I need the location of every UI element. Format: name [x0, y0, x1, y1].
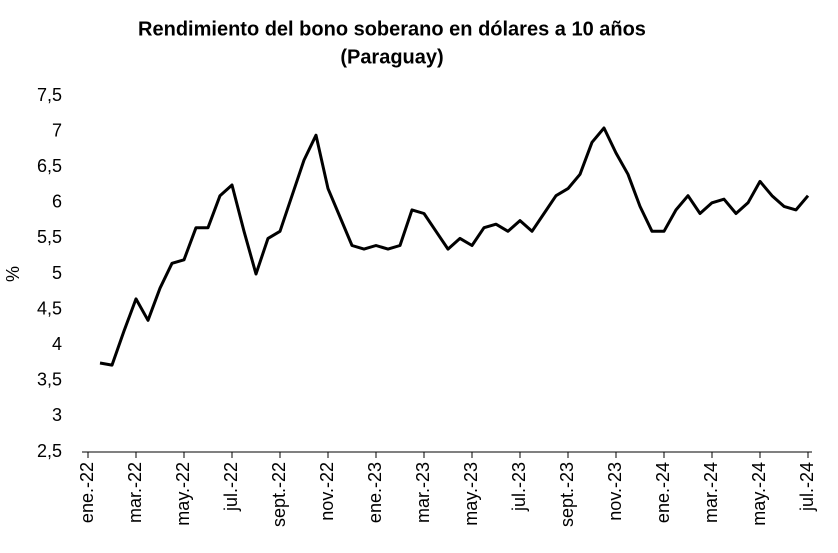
x-tick-label: mar.-22 — [125, 462, 145, 523]
x-tick-label: may.-24 — [749, 462, 769, 526]
y-tick-label: 3 — [52, 405, 62, 425]
y-tick-label: 7 — [52, 120, 62, 140]
y-tick-label: 7,5 — [37, 85, 62, 105]
x-tick-label: may.-22 — [173, 462, 193, 526]
y-tick-label: 5 — [52, 263, 62, 283]
x-tick-label: mar.-23 — [413, 462, 433, 523]
x-tick-label: nov.-22 — [317, 462, 337, 521]
y-tick-label: 6 — [52, 192, 62, 212]
line — [99, 126, 810, 367]
y-tick-label: 5,5 — [37, 227, 62, 247]
x-tick-label: sept.-23 — [557, 462, 577, 527]
x-tick-label: jul.-24 — [797, 462, 817, 512]
chart-subtitle: (Paraguay) — [340, 46, 443, 68]
x-tick-label: may.-23 — [461, 462, 481, 526]
y-tick-label: 6,5 — [37, 156, 62, 176]
x-tick-label: ene.-24 — [653, 462, 673, 523]
y-axis-label: % — [3, 266, 23, 282]
y-tick-label: 4 — [52, 334, 62, 354]
x-tick-label: jul.-23 — [509, 462, 529, 512]
y-tick-label: 4,5 — [37, 298, 62, 318]
x-tick-label: sept.-22 — [269, 462, 289, 527]
x-tick-label: ene.-23 — [365, 462, 385, 523]
x-tick-label: nov.-23 — [605, 462, 625, 521]
x-tick-label: mar.-24 — [701, 462, 721, 523]
chart-title: Rendimiento del bono soberano en dólares… — [138, 18, 646, 40]
y-tick-label: 3,5 — [37, 370, 62, 390]
x-tick-label: jul.-22 — [221, 462, 241, 512]
x-tick-label: ene.-22 — [77, 462, 97, 523]
y-tick-label: 2,5 — [37, 441, 62, 461]
